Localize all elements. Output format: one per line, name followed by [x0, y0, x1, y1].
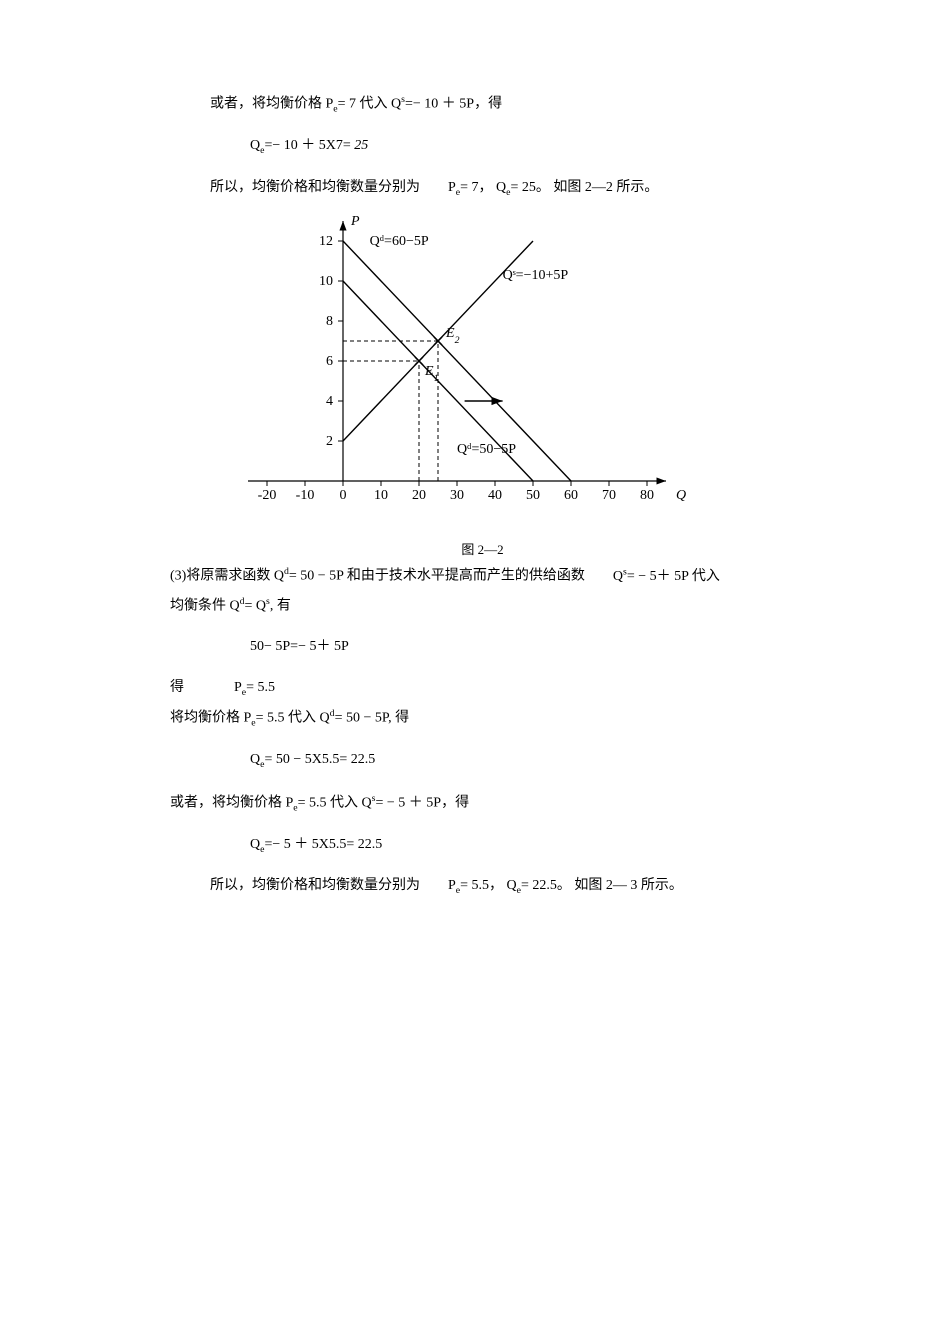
- text-line: Qe=− 10 ＋ 5X7= 25: [170, 135, 795, 158]
- text-line: 得Pe= 5.5: [170, 677, 795, 700]
- italic-text: 25: [354, 138, 368, 153]
- text: 或者，将均衡价格 P: [170, 795, 293, 810]
- text-line: Qe=− 5 ＋ 5X5.5= 22.5: [170, 834, 795, 857]
- text: 或者，将均衡价格 P: [210, 97, 333, 112]
- text: P: [234, 680, 242, 695]
- text: = 7 代入 Q: [338, 97, 402, 112]
- text: =− 5 ＋ 5X5.5= 22.5: [264, 837, 382, 852]
- text: = 7， Q: [460, 180, 506, 195]
- svg-text:P: P: [350, 214, 360, 229]
- svg-text:40: 40: [488, 488, 502, 503]
- text-line: 50− 5P=− 5＋ 5P: [170, 636, 795, 658]
- text: 均衡条件 Q: [170, 599, 240, 614]
- text: , 有: [270, 599, 291, 614]
- text: Q: [613, 569, 623, 584]
- figure-caption: 图 2—2: [203, 539, 763, 558]
- text-line: 均衡条件 Qd= Qs, 有: [170, 594, 795, 618]
- svg-text:80: 80: [640, 488, 654, 503]
- svg-text:20: 20: [412, 488, 426, 503]
- text-line: (3)将原需求函数 Qd= 50 − 5P 和由于技术水平提高而产生的供给函数Q…: [170, 564, 795, 588]
- text: 得: [170, 680, 184, 695]
- svg-text:2: 2: [326, 434, 333, 449]
- text: = 50 − 5X5.5= 22.5: [264, 752, 375, 767]
- text: (3)将原需求函数 Q: [170, 569, 284, 584]
- svg-text:E2: E2: [445, 326, 460, 346]
- text: P: [448, 878, 456, 893]
- text: = 5.5: [246, 680, 275, 695]
- text-line: Qe= 50 − 5X5.5= 22.5: [170, 749, 795, 772]
- svg-text:50: 50: [526, 488, 540, 503]
- text: = Q: [245, 599, 267, 614]
- text: = 50 − 5P 和由于技术水平提高而产生的供给函数: [289, 569, 585, 584]
- text-line: 所以，均衡价格和均衡数量分别为Pe= 5.5， Qe= 22.5。 如图 2— …: [170, 875, 795, 898]
- svg-text:12: 12: [319, 234, 333, 249]
- text-line: 所以，均衡价格和均衡数量分别为Pe= 7， Qe= 25。 如图 2—2 所示。: [170, 177, 795, 200]
- text: Q: [250, 138, 260, 153]
- text: =− 10 ＋ 5X7=: [264, 138, 354, 153]
- text: 50− 5P=− 5＋ 5P: [250, 639, 349, 654]
- svg-text:Qᵈ=50−5P: Qᵈ=50−5P: [457, 442, 516, 457]
- text-line: 或者，将均衡价格 Pe= 7 代入 Qs=− 10 ＋ 5P，得: [170, 92, 795, 117]
- svg-text:10: 10: [319, 274, 333, 289]
- svg-text:10: 10: [374, 488, 388, 503]
- text: Q: [250, 837, 260, 852]
- svg-text:30: 30: [450, 488, 464, 503]
- svg-text:Q: Q: [676, 488, 686, 503]
- svg-text:-20: -20: [257, 488, 276, 503]
- text: = − 5 ＋ 5P，得: [376, 795, 470, 810]
- text: = 50 − 5P, 得: [335, 711, 410, 726]
- text: = 5.5 代入 Q: [256, 711, 330, 726]
- text: 所以，均衡价格和均衡数量分别为: [210, 878, 420, 893]
- text: P: [448, 180, 456, 195]
- svg-text:0: 0: [339, 488, 346, 503]
- text: =− 10 ＋ 5P，得: [405, 97, 502, 112]
- text: = 5.5 代入 Q: [298, 795, 372, 810]
- svg-text:E1: E1: [424, 364, 438, 384]
- text-line: 将均衡价格 Pe= 5.5 代入 Qd= 50 − 5P, 得: [170, 706, 795, 731]
- svg-text:6: 6: [326, 354, 333, 369]
- supply-demand-chart: -20 -10 0 10 20 30 40 50 60 70 80 2 4 6 8 10 12 Q P Qᵈ=60−5…: [203, 206, 763, 536]
- svg-text:8: 8: [326, 314, 333, 329]
- svg-text:60: 60: [564, 488, 578, 503]
- svg-text:Qᵈ=60−5P: Qᵈ=60−5P: [369, 234, 428, 249]
- svg-text:-10: -10: [295, 488, 314, 503]
- text-line: 或者，将均衡价格 Pe= 5.5 代入 Qs= − 5 ＋ 5P，得: [170, 791, 795, 816]
- text: = 5.5， Q: [460, 878, 517, 893]
- text: 将均衡价格 P: [170, 711, 251, 726]
- text: = 25。 如图 2—2 所示。: [511, 180, 659, 195]
- svg-text:70: 70: [602, 488, 616, 503]
- text: 所以，均衡价格和均衡数量分别为: [210, 180, 420, 195]
- chart-figure-2-2: -20 -10 0 10 20 30 40 50 60 70 80 2 4 6 8 10 12 Q P Qᵈ=60−5…: [203, 206, 763, 558]
- text: = − 5＋ 5P 代入: [627, 569, 720, 584]
- text: Q: [250, 752, 260, 767]
- document-page: 或者，将均衡价格 Pe= 7 代入 Qs=− 10 ＋ 5P，得 Qe=− 10…: [0, 0, 945, 1338]
- text: = 22.5。 如图 2— 3 所示。: [521, 878, 683, 893]
- svg-text:Qˢ=−10+5P: Qˢ=−10+5P: [502, 268, 568, 283]
- svg-text:4: 4: [326, 394, 333, 409]
